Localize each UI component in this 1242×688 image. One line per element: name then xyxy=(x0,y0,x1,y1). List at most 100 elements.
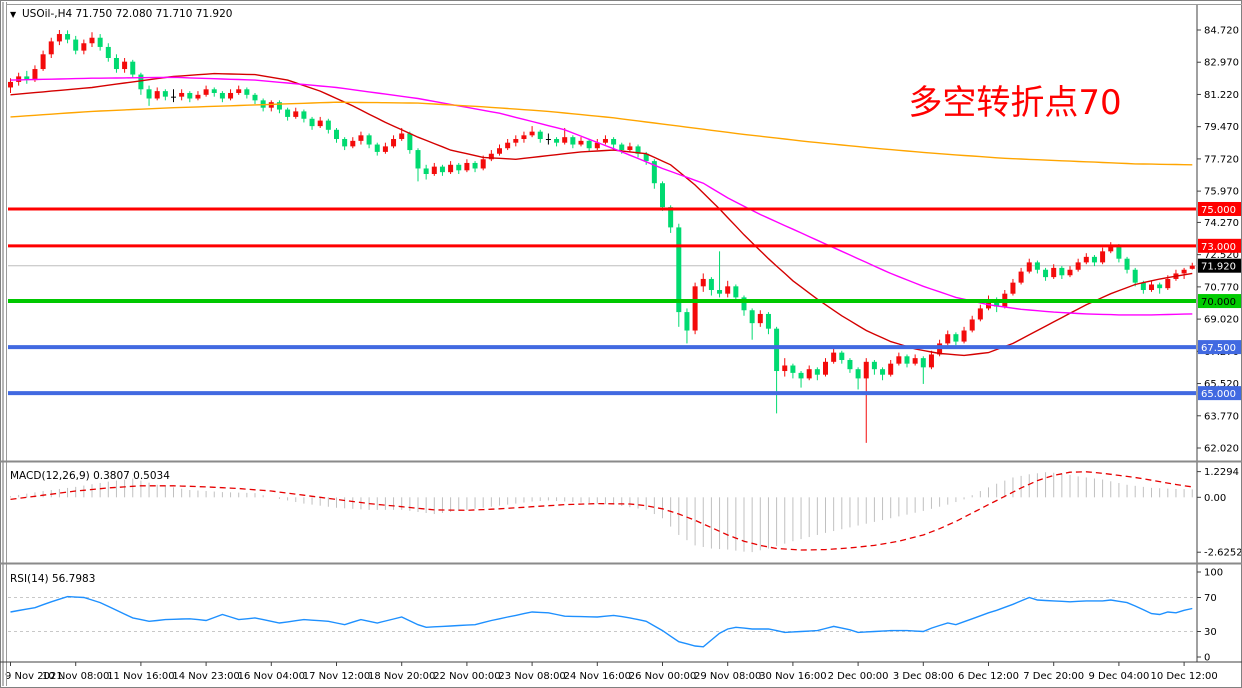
price-tick-label: 69.020 xyxy=(1204,315,1239,326)
candle-body xyxy=(1124,258,1130,270)
candle-body xyxy=(317,120,323,127)
candle-body xyxy=(749,310,755,324)
macd-tick-label: -2.6252 xyxy=(1204,548,1242,559)
ma-magenta-line xyxy=(10,76,1193,316)
candle-body xyxy=(643,153,649,162)
candle-body xyxy=(358,135,364,141)
candle-body xyxy=(741,297,747,311)
macd-tick-label: 1.2294 xyxy=(1204,467,1239,478)
candle-body xyxy=(146,89,152,99)
candle-body xyxy=(619,144,625,151)
candle-body xyxy=(725,286,731,294)
rsi-panel[interactable] xyxy=(7,566,1197,661)
candle-body xyxy=(374,144,380,152)
candle-body xyxy=(138,74,144,90)
candle-body xyxy=(439,166,445,173)
candle-body xyxy=(692,286,698,331)
candle-body xyxy=(1043,269,1049,278)
macd-panel[interactable] xyxy=(7,464,1197,561)
current-price-box xyxy=(1198,258,1242,273)
level-70.000-label: 70.000 xyxy=(1201,297,1236,308)
candle-body xyxy=(1165,278,1171,289)
candle-body xyxy=(888,363,894,375)
date-label: 30 Nov 16:00 xyxy=(759,671,826,682)
candle-body xyxy=(774,328,780,372)
annotation-text[interactable]: 多空转折点70 xyxy=(908,83,1121,123)
rsi-line xyxy=(10,595,1193,648)
candle-body xyxy=(847,359,853,370)
candle-body xyxy=(228,92,234,99)
candle-body xyxy=(855,369,861,379)
level-73.000-box xyxy=(1198,238,1242,253)
candle-body xyxy=(1083,256,1089,263)
rsi-layer xyxy=(8,595,1196,648)
date-label: 3 Dec 08:00 xyxy=(893,671,954,682)
candle-body xyxy=(219,92,225,99)
price-tick-label: 75.970 xyxy=(1204,187,1239,198)
candle-body xyxy=(415,150,421,169)
candle-body xyxy=(823,361,828,375)
date-label: 24 Nov 16:00 xyxy=(564,671,631,682)
candle-body xyxy=(1108,245,1114,252)
price-tick-label: 84.720 xyxy=(1204,26,1239,37)
candle-body xyxy=(480,159,486,169)
candle-body xyxy=(529,131,535,136)
date-label: 9 Dec 04:00 xyxy=(1088,671,1149,682)
candle-body xyxy=(179,92,185,97)
candle-body xyxy=(717,290,723,294)
level-75.000-box xyxy=(1198,201,1242,216)
candle-body xyxy=(513,139,519,143)
candle-body xyxy=(651,161,657,184)
candle-body xyxy=(32,69,38,81)
candle-body xyxy=(1010,282,1016,294)
candle-body xyxy=(708,278,714,291)
candle-body xyxy=(920,358,926,368)
level-lines-layer[interactable] xyxy=(8,207,1196,396)
candle-body xyxy=(961,330,967,342)
candle-body xyxy=(578,140,584,145)
candle-body xyxy=(627,146,633,151)
date-label: 10 Dec 12:00 xyxy=(1150,671,1217,682)
candle-body xyxy=(1100,251,1106,263)
candle-body xyxy=(122,61,128,70)
candle-body xyxy=(660,183,665,208)
candle-body xyxy=(505,142,511,149)
candle-body xyxy=(472,162,478,169)
candle-body xyxy=(431,166,437,174)
date-label: 14 Nov 23:00 xyxy=(172,671,239,682)
candle-body xyxy=(668,207,674,228)
chart-dropdown-icon[interactable]: ▼ xyxy=(10,10,17,19)
rsi-tick-label: 30 xyxy=(1204,627,1217,638)
date-label: 29 Nov 08:00 xyxy=(694,671,761,682)
date-label: 11 Nov 16:00 xyxy=(107,671,174,682)
price-panel[interactable] xyxy=(7,4,1197,460)
candle-body xyxy=(945,334,951,344)
candle-body xyxy=(48,41,54,55)
rsi-tick-label: 0 xyxy=(1204,653,1210,664)
candle-body xyxy=(863,361,869,379)
candle-body xyxy=(334,129,339,140)
candle-body xyxy=(448,164,454,173)
macd-histogram xyxy=(10,472,1193,553)
candle-body xyxy=(195,94,201,99)
candle-body xyxy=(798,372,804,379)
candle-body xyxy=(1181,269,1187,274)
macd-layer xyxy=(10,471,1193,553)
price-tick-label: 72.520 xyxy=(1204,250,1239,261)
candle-body xyxy=(871,361,877,370)
rsi-tick-label: 70 xyxy=(1204,593,1217,604)
price-tick-label: 62.020 xyxy=(1204,444,1239,455)
level-70.000-box xyxy=(1198,294,1242,309)
candle-body xyxy=(1157,284,1163,289)
candle-body xyxy=(211,89,217,93)
candle-body xyxy=(309,118,315,127)
candle-body xyxy=(757,313,763,324)
price-axis[interactable]: 84.720 82.970 81.220 79.470 77.720 75.970 74.2… xyxy=(1196,4,1242,664)
candle-body xyxy=(806,369,812,379)
candle-body xyxy=(537,131,543,140)
candle-body xyxy=(586,140,592,149)
candle-body xyxy=(56,34,62,42)
level-67.500-box xyxy=(1198,340,1242,355)
